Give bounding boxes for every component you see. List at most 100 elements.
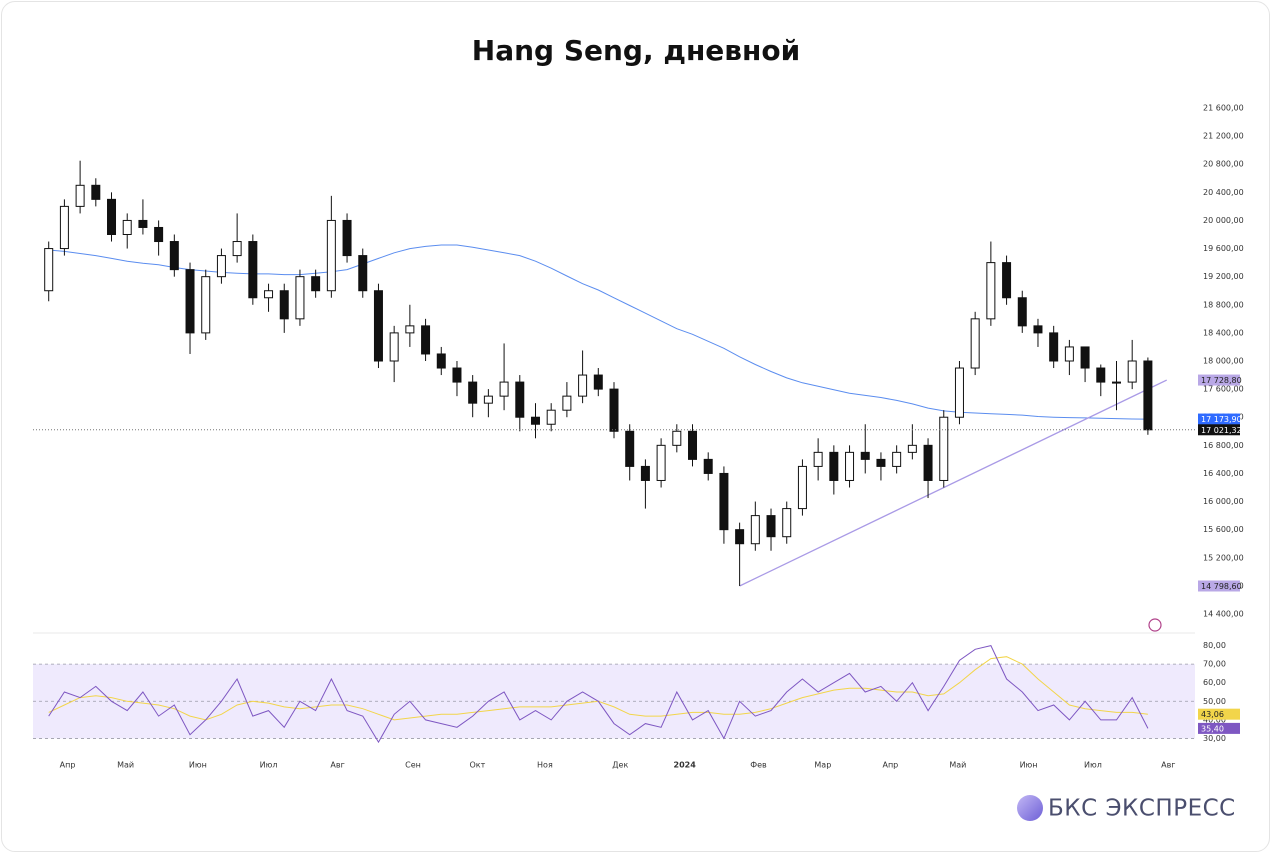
y-tick-label: 40,00: [1203, 715, 1226, 724]
candle-body: [609, 388, 619, 432]
candle-body: [91, 184, 101, 200]
candle-body: [421, 325, 431, 355]
candle-body: [719, 472, 729, 531]
trendline-label-box: [1198, 374, 1240, 386]
rsi-ma-label-box: [1198, 708, 1240, 720]
candle-body: [232, 241, 242, 257]
candle-body: [59, 205, 69, 250]
candle-body: [264, 290, 274, 299]
y-tick-label: 60,00: [1203, 678, 1226, 687]
candle-body: [405, 325, 415, 334]
rsi-label: 35,40: [1201, 724, 1224, 733]
y-tick-label: 50,00: [1203, 697, 1226, 706]
trendline: [739, 379, 1168, 587]
candle-body: [923, 444, 933, 481]
candle-body: [122, 219, 132, 235]
x-tick-label: Май: [117, 761, 134, 770]
candle-body: [75, 184, 85, 207]
y-tick-label: 20 400,00: [1203, 188, 1244, 197]
candle-body: [703, 458, 713, 474]
trendline-label-box: [1198, 580, 1240, 592]
x-tick-label: Июн: [189, 761, 207, 770]
candle-body: [452, 367, 462, 383]
candle-body: [436, 353, 446, 369]
y-tick-label: 18 800,00: [1203, 300, 1244, 309]
rsi-line: [48, 645, 1149, 744]
candle-body: [1033, 325, 1043, 334]
logo-icon: [1017, 795, 1043, 821]
x-tick-label: Сен: [405, 761, 421, 770]
candle-body: [326, 219, 336, 292]
candle-body: [970, 318, 980, 369]
x-tick-label: Июл: [1084, 761, 1102, 770]
x-tick-label: Апр: [60, 761, 76, 770]
candle-body: [907, 444, 917, 453]
x-tick-label: Дек: [612, 761, 628, 770]
x-tick-label: Окт: [469, 761, 485, 770]
x-tick-label: Апр: [882, 761, 898, 770]
y-tick-label: 21 200,00: [1203, 132, 1244, 141]
candle-body: [342, 219, 352, 257]
candle-body: [1017, 297, 1027, 327]
candle-body: [358, 255, 368, 292]
y-tick-label: 15 200,00: [1203, 553, 1244, 562]
y-tick-label: 21 600,00: [1203, 104, 1244, 113]
candle-body: [892, 451, 902, 467]
candle-body: [530, 416, 540, 425]
candle-body: [1096, 367, 1106, 383]
y-tick-label: 16 000,00: [1203, 497, 1244, 506]
candle-body: [44, 248, 54, 292]
candle-body: [373, 290, 383, 362]
candle-body: [813, 451, 823, 467]
candle-body: [201, 276, 211, 334]
candle-body: [829, 451, 839, 481]
candle-body: [593, 374, 603, 390]
candle-body: [515, 381, 525, 418]
ma-label-box: [1198, 413, 1240, 425]
y-tick-label: 19 600,00: [1203, 244, 1244, 253]
y-tick-label: 70,00: [1203, 660, 1226, 669]
candle-body: [735, 529, 745, 545]
candle-body: [311, 276, 321, 292]
x-tick-label: Июн: [1020, 761, 1038, 770]
candle-body: [766, 515, 776, 538]
candle-body: [1064, 346, 1074, 362]
x-tick-label: Май: [949, 761, 966, 770]
candle-body: [939, 416, 949, 481]
candle-body: [389, 332, 399, 362]
candle-body: [876, 458, 886, 467]
candle-body: [1111, 381, 1121, 384]
icon: [1148, 618, 1162, 632]
candle-body: [154, 226, 164, 243]
trendline-label: 17 728,80: [1201, 376, 1242, 385]
candle-body: [986, 262, 996, 320]
candle-body: [1080, 346, 1090, 369]
x-tick-label: Авг: [330, 761, 344, 770]
y-tick-label: 15 600,00: [1203, 525, 1244, 534]
candle-body: [1049, 332, 1059, 362]
candle-body: [107, 198, 117, 236]
y-tick-label: 80,00: [1203, 641, 1226, 650]
x-tick-label: 2024: [674, 761, 697, 770]
y-tick-label: 17 600,00: [1203, 385, 1244, 394]
last-price-label: 17 021,32: [1201, 426, 1242, 435]
rsi-label-box: [1198, 722, 1240, 734]
y-tick-label: 16 400,00: [1203, 469, 1244, 478]
x-tick-label: Мар: [814, 761, 831, 770]
candle-body: [782, 508, 792, 538]
candle-body: [1143, 360, 1153, 431]
candle-body: [1127, 360, 1137, 383]
x-tick-label: Июл: [260, 761, 278, 770]
y-tick-label: 18 400,00: [1203, 328, 1244, 337]
logo: БКС ЭКСПРЕСС: [1048, 796, 1236, 822]
x-tick-label: Фев: [750, 761, 767, 770]
candle-body: [468, 381, 478, 404]
candle-body: [169, 241, 179, 271]
x-tick-label: Авг: [1161, 761, 1175, 770]
candle-body: [248, 241, 258, 299]
candle-body: [860, 451, 870, 460]
candle-body: [216, 255, 226, 278]
